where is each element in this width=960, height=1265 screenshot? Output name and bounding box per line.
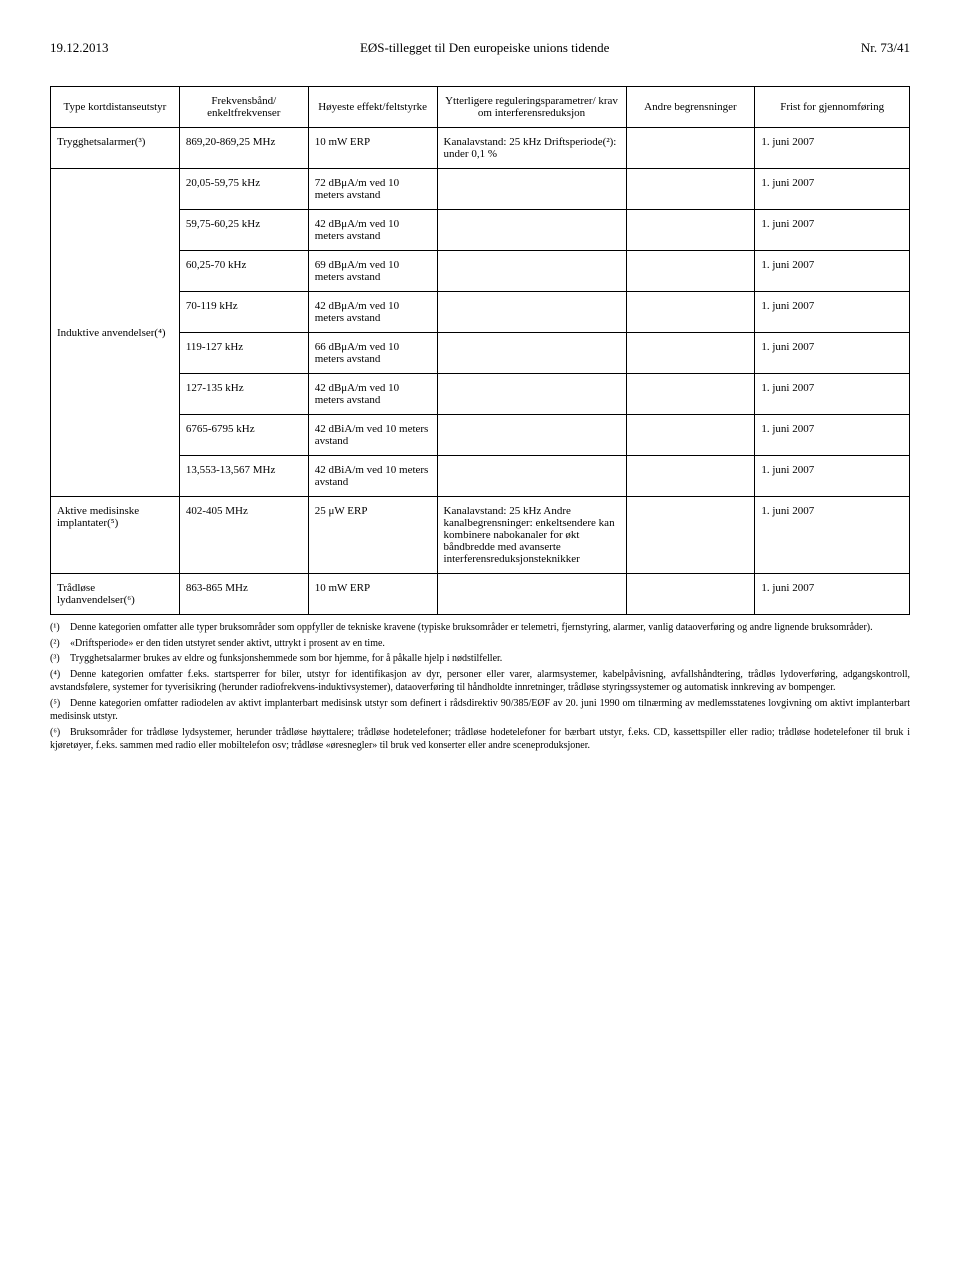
footnote-1-text: Denne kategorien omfatter alle typer bru… — [70, 622, 873, 633]
cell-deadline: 1. juni 2007 — [755, 415, 910, 456]
cell-band: 60,25-70 kHz — [179, 251, 308, 292]
col-power: Høyeste effekt/feltstyrke — [308, 87, 437, 128]
cell-other — [626, 374, 755, 415]
footnote-2-text: «Driftsperiode» er den tiden utstyret se… — [70, 638, 385, 649]
footnotes: (¹)Denne kategorien omfatter alle typer … — [50, 621, 910, 753]
cell-power: 66 dBμA/m ved 10 meters avstand — [308, 333, 437, 374]
col-other: Andre begrensninger — [626, 87, 755, 128]
cell-band: 863-865 MHz — [179, 574, 308, 615]
cell-deadline: 1. juni 2007 — [755, 374, 910, 415]
cell-band: 13,553-13,567 MHz — [179, 456, 308, 497]
page-header: 19.12.2013 EØS-tillegget til Den europei… — [50, 40, 910, 56]
cell-param — [437, 415, 626, 456]
cell-deadline: 1. juni 2007 — [755, 456, 910, 497]
cell-other — [626, 210, 755, 251]
col-band: Frekvensbånd/ enkeltfrekvenser — [179, 87, 308, 128]
cell-band: 70-119 kHz — [179, 292, 308, 333]
cell-band: 20,05-59,75 kHz — [179, 169, 308, 210]
table-row: 6765-6795 kHz 42 dBiA/m ved 10 meters av… — [51, 415, 910, 456]
cell-other — [626, 574, 755, 615]
cell-deadline: 1. juni 2007 — [755, 574, 910, 615]
header-page: Nr. 73/41 — [861, 40, 910, 56]
table-row: 13,553-13,567 MHz 42 dBiA/m ved 10 meter… — [51, 456, 910, 497]
footnote-3: (³)Trygghetsalarmer brukes av eldre og f… — [50, 652, 910, 666]
col-type: Type kortdistanseutstyr — [51, 87, 180, 128]
table-header-row: Type kortdistanseutstyr Frekvensbånd/ en… — [51, 87, 910, 128]
cell-band: 119-127 kHz — [179, 333, 308, 374]
cell-category: Trygghetsalarmer(³) — [51, 128, 180, 169]
table-row: 127-135 kHz 42 dBμA/m ved 10 meters avst… — [51, 374, 910, 415]
cell-deadline: 1. juni 2007 — [755, 497, 910, 574]
table-row: 60,25-70 kHz 69 dBμA/m ved 10 meters avs… — [51, 251, 910, 292]
table-row: Induktive anvendelser(⁴) 20,05-59,75 kHz… — [51, 169, 910, 210]
col-deadline: Frist for gjennomføring — [755, 87, 910, 128]
cell-other — [626, 128, 755, 169]
cell-param — [437, 333, 626, 374]
cell-band: 6765-6795 kHz — [179, 415, 308, 456]
footnote-1: (¹)Denne kategorien omfatter alle typer … — [50, 621, 910, 635]
cell-deadline: 1. juni 2007 — [755, 292, 910, 333]
cell-other — [626, 415, 755, 456]
cell-band: 869,20-869,25 MHz — [179, 128, 308, 169]
cell-power: 72 dBμA/m ved 10 meters avstand — [308, 169, 437, 210]
cell-other — [626, 292, 755, 333]
table-row: Trådløse lydanvendelser(⁶) 863-865 MHz 1… — [51, 574, 910, 615]
cell-other — [626, 456, 755, 497]
cell-other — [626, 497, 755, 574]
table-row: Trygghetsalarmer(³) 869,20-869,25 MHz 10… — [51, 128, 910, 169]
cell-power: 42 dBμA/m ved 10 meters avstand — [308, 210, 437, 251]
cell-category: Aktive medisinske implantater(⁵) — [51, 497, 180, 574]
cell-band: 402-405 MHz — [179, 497, 308, 574]
cell-param: Kanalavstand: 25 kHz Andre kanalbegrensn… — [437, 497, 626, 574]
cell-power: 25 μW ERP — [308, 497, 437, 574]
cell-power: 42 dBiA/m ved 10 meters avstand — [308, 456, 437, 497]
cell-category: Induktive anvendelser(⁴) — [51, 169, 180, 497]
cell-power: 42 dBμA/m ved 10 meters avstand — [308, 292, 437, 333]
cell-other — [626, 251, 755, 292]
cell-deadline: 1. juni 2007 — [755, 169, 910, 210]
table-row: 59,75-60,25 kHz 42 dBμA/m ved 10 meters … — [51, 210, 910, 251]
cell-category: Trådløse lydanvendelser(⁶) — [51, 574, 180, 615]
header-title: EØS-tillegget til Den europeiske unions … — [360, 40, 609, 56]
regulation-table: Type kortdistanseutstyr Frekvensbånd/ en… — [50, 86, 910, 615]
footnote-2: (²)«Driftsperiode» er den tiden utstyret… — [50, 637, 910, 651]
cell-deadline: 1. juni 2007 — [755, 333, 910, 374]
cell-power: 69 dBμA/m ved 10 meters avstand — [308, 251, 437, 292]
cell-power: 10 mW ERP — [308, 128, 437, 169]
cell-param — [437, 292, 626, 333]
header-date: 19.12.2013 — [50, 40, 109, 56]
cell-param — [437, 251, 626, 292]
footnote-6-text: Bruksområder for trådløse lydsystemer, h… — [50, 727, 910, 752]
footnote-6: (⁶)Bruksområder for trådløse lydsystemer… — [50, 726, 910, 753]
cell-deadline: 1. juni 2007 — [755, 251, 910, 292]
cell-band: 59,75-60,25 kHz — [179, 210, 308, 251]
footnote-4: (⁴)Denne kategorien omfatter f.eks. star… — [50, 668, 910, 695]
cell-deadline: 1. juni 2007 — [755, 128, 910, 169]
cell-power: 42 dBμA/m ved 10 meters avstand — [308, 374, 437, 415]
cell-deadline: 1. juni 2007 — [755, 210, 910, 251]
cell-param: Kanalavstand: 25 kHz Driftsperiode(²): u… — [437, 128, 626, 169]
footnote-4-text: Denne kategorien omfatter f.eks. startsp… — [50, 669, 910, 694]
col-param: Ytterligere reguleringsparametrer/ krav … — [437, 87, 626, 128]
cell-param — [437, 169, 626, 210]
footnote-3-text: Trygghetsalarmer brukes av eldre og funk… — [70, 653, 502, 664]
footnote-5: (⁵)Denne kategorien omfatter radiodelen … — [50, 697, 910, 724]
table-row: 70-119 kHz 42 dBμA/m ved 10 meters avsta… — [51, 292, 910, 333]
cell-param — [437, 374, 626, 415]
cell-power: 10 mW ERP — [308, 574, 437, 615]
cell-other — [626, 333, 755, 374]
cell-band: 127-135 kHz — [179, 374, 308, 415]
cell-power: 42 dBiA/m ved 10 meters avstand — [308, 415, 437, 456]
table-row: Aktive medisinske implantater(⁵) 402-405… — [51, 497, 910, 574]
cell-param — [437, 456, 626, 497]
cell-param — [437, 574, 626, 615]
cell-other — [626, 169, 755, 210]
footnote-5-text: Denne kategorien omfatter radiodelen av … — [50, 698, 910, 723]
cell-param — [437, 210, 626, 251]
table-row: 119-127 kHz 66 dBμA/m ved 10 meters avst… — [51, 333, 910, 374]
